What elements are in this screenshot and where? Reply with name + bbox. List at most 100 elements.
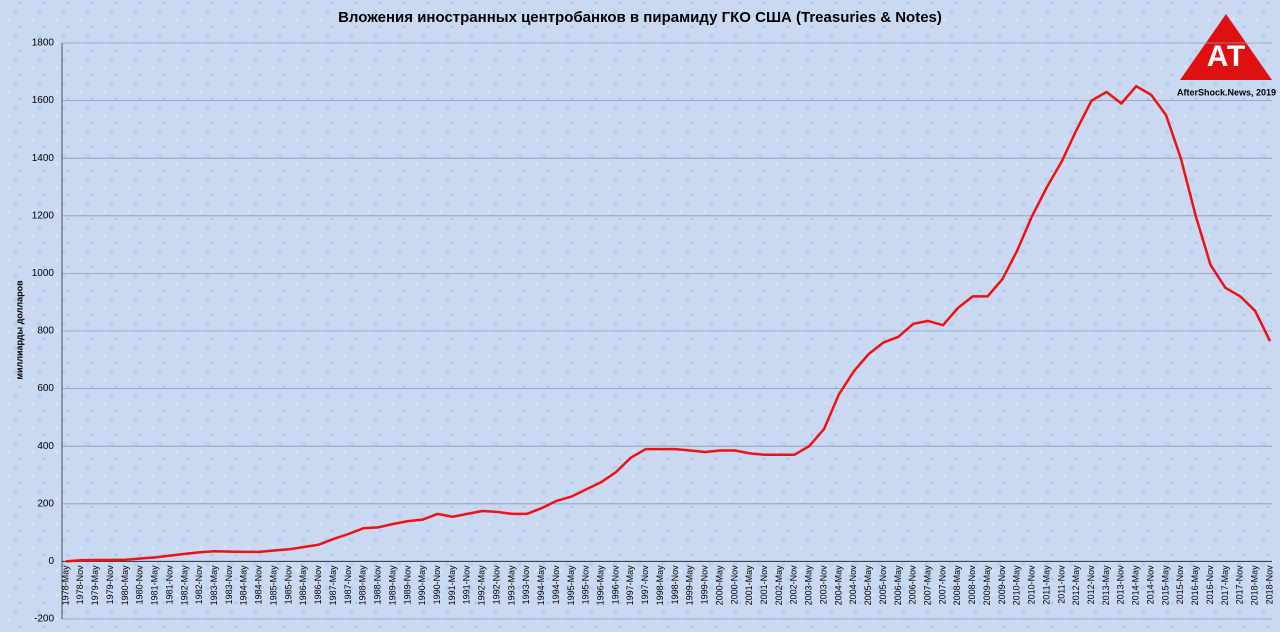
x-tick-label: 2012-May [1071, 565, 1081, 606]
x-tick-label: 2014-May [1131, 565, 1141, 606]
x-tick-label: 2006-May [893, 565, 903, 606]
x-tick-label: 1998-May [655, 565, 665, 606]
x-tick-label: 1980-May [120, 565, 130, 606]
x-tick-label: 1994-Nov [551, 565, 561, 605]
x-tick-label: 2017-May [1220, 565, 1230, 606]
x-tick-label: 2013-May [1101, 565, 1111, 606]
y-tick-label: 800 [37, 326, 54, 337]
x-tick-label: 2000-May [714, 565, 724, 606]
x-tick-label: 2000-Nov [729, 565, 739, 605]
x-tick-label: 1984-May [239, 565, 249, 606]
x-tick-label: 1981-Nov [164, 565, 174, 605]
x-tick-label: 1992-Nov [491, 565, 501, 605]
x-tick-label: 2018-Nov [1264, 565, 1274, 605]
x-tick-label: 1999-Nov [700, 565, 710, 605]
x-tick-label: 2005-Nov [878, 565, 888, 605]
x-tick-label: 2011-May [1041, 565, 1051, 605]
x-tick-label: 1987-Nov [343, 565, 353, 605]
x-tick-label: 2012-Nov [1086, 565, 1096, 605]
x-tick-label: 1997-Nov [640, 565, 650, 605]
x-tick-label: 1979-May [90, 565, 100, 606]
x-tick-label: 2010-Nov [1027, 565, 1037, 605]
x-tick-label: 2004-May [833, 565, 843, 606]
y-tick-label: 1400 [32, 153, 55, 164]
line [65, 84, 1272, 563]
x-tick-label: 2010-May [1012, 565, 1022, 606]
y-tick-label: 0 [48, 556, 54, 567]
x-tick-label: 2007-May [922, 565, 932, 606]
x-tick-label: 1984-Nov [254, 565, 264, 605]
x-tick-label: 1993-Nov [521, 565, 531, 605]
x-tick-label: 1998-Nov [670, 565, 680, 605]
x-tick-label: 2016-May [1190, 565, 1200, 606]
x-tick-label: 2008-May [952, 565, 962, 606]
x-tick-label: 2003-Nov [818, 565, 828, 605]
x-tick-label: 2018-May [1250, 565, 1260, 606]
x-tick-label: 1983-Nov [224, 565, 234, 605]
x-tick-label: 2001-May [744, 565, 754, 606]
x-tick-label: 2013-Nov [1116, 565, 1126, 605]
x-tick-label: 1999-May [685, 565, 695, 606]
x-tick-label: 1994-May [536, 565, 546, 606]
x-tick-label: 1992-May [477, 565, 487, 606]
x-tick-label: 1995-Nov [581, 565, 591, 605]
x-tick-label: 1985-Nov [283, 565, 293, 605]
x-tick-label: 1986-May [298, 565, 308, 606]
chart-title: Вложения иностранных центробанков в пира… [338, 9, 942, 26]
y-tick-label: 1000 [32, 268, 55, 279]
x-tick-label: 1996-Nov [610, 565, 620, 605]
x-tick-label: 2006-Nov [908, 565, 918, 605]
x-tick-label: 1996-May [595, 565, 605, 606]
x-tick-label: 1988-May [358, 565, 368, 606]
x-tick-label: 1978-Nov [75, 565, 85, 605]
x-tick-label: 1980-Nov [135, 565, 145, 605]
annotation: AfterShock.News, 2019 [1177, 87, 1276, 97]
logo: АТ [1180, 14, 1272, 80]
x-tick-label: 2015-Nov [1175, 565, 1185, 605]
x-tick-label: 2014-Nov [1145, 565, 1155, 605]
x-tick-label: 1981-May [150, 565, 160, 606]
x-tick-label: 2004-Nov [848, 565, 858, 605]
x-tick-label: 1979-Nov [105, 565, 115, 605]
x-tick-label: 1991-Nov [462, 565, 472, 605]
x-tick-label: 1997-May [625, 565, 635, 606]
x-tick-label: 1982-May [179, 565, 189, 606]
x-tick-label: 2005-May [863, 565, 873, 606]
x-tick-label: 2017-Nov [1235, 565, 1245, 605]
x-tick-label: 2007-Nov [937, 565, 947, 605]
x-tick-label: 1983-May [209, 565, 219, 606]
y-axis-label: миллиарды долларов [14, 280, 24, 380]
x-tick-label: 2015-May [1160, 565, 1170, 606]
x-tick-label: 1987-May [328, 565, 338, 606]
x-tick-label: 1986-Nov [313, 565, 323, 605]
x-tick-label: 1988-Nov [373, 565, 383, 605]
x-tick-label: 2002-May [774, 565, 784, 606]
x-tick-label: 1989-May [387, 565, 397, 606]
x-tick-label: 1995-May [566, 565, 576, 606]
y-tick-label: 1200 [32, 210, 55, 221]
x-tick-label: 2011-Nov [1056, 565, 1066, 604]
x-tick-label: 2003-May [804, 565, 814, 606]
x-tick-label: 1993-May [506, 565, 516, 606]
svg-text:АТ: АТ [1207, 40, 1246, 73]
x-tick-label: 1982-Nov [194, 565, 204, 605]
x-tick-label: 1985-May [268, 565, 278, 606]
x-tick-label: 1989-Nov [402, 565, 412, 605]
x-tick-label: 1991-May [447, 565, 457, 606]
x-tick-label: 2001-Nov [759, 565, 769, 605]
y-tick-label: 600 [37, 383, 54, 394]
x-tick-label: 1978-May [60, 565, 70, 606]
x-tick-label: 2009-May [982, 565, 992, 606]
y-tick-label: 1800 [32, 38, 55, 49]
y-tick-label: 1600 [32, 95, 55, 106]
y-tick-label: 200 [37, 498, 54, 509]
x-tick-label: 1990-Nov [432, 565, 442, 605]
x-tick-label: 2016-Nov [1205, 565, 1215, 605]
x-tick-label: 2009-Nov [997, 565, 1007, 605]
x-tick-label: 2008-Nov [967, 565, 977, 605]
x-tick-label: 1990-May [417, 565, 427, 606]
y-tick-label: 400 [37, 441, 54, 452]
x-tick-label: 2002-Nov [789, 565, 799, 605]
